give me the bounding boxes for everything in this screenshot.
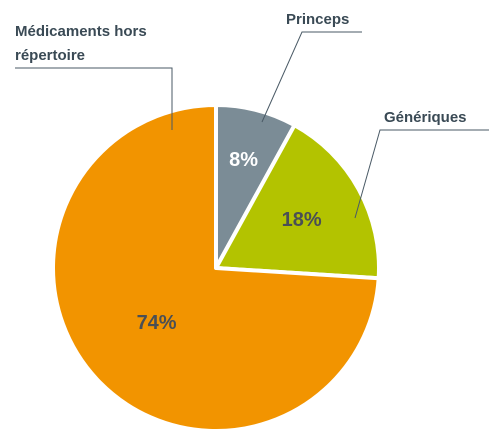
slice <box>214 123 381 281</box>
value-labels: 8% 18% 74% <box>137 149 322 334</box>
leader-line <box>261 31 362 123</box>
slice <box>51 103 381 432</box>
slice-label: Médicaments hors répertoire <box>15 23 147 64</box>
leader-line <box>354 129 489 219</box>
value-label: 18% <box>282 209 322 231</box>
leader-line <box>15 67 173 130</box>
slice-label: Génériques <box>384 109 467 126</box>
slices <box>51 103 381 432</box>
value-label: 74% <box>137 312 177 334</box>
slice-label: Princeps <box>286 11 350 28</box>
value-label: 8% <box>229 149 258 171</box>
